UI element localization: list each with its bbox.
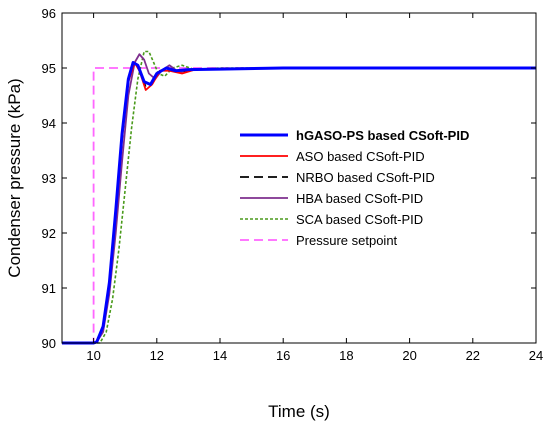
legend-label: ASO based CSoft-PID (296, 149, 425, 164)
x-tick-label: 14 (213, 348, 227, 363)
x-axis-title: Time (s) (268, 402, 330, 421)
x-tick-label: 18 (339, 348, 353, 363)
x-tick-label: 10 (86, 348, 100, 363)
x-tick-label: 22 (466, 348, 480, 363)
y-tick-label: 92 (42, 226, 56, 241)
y-tick-label: 91 (42, 281, 56, 296)
y-tick-label: 95 (42, 61, 56, 76)
legend-label: HBA based CSoft-PID (296, 191, 423, 206)
x-tick-label: 12 (150, 348, 164, 363)
legend-label: SCA based CSoft-PID (296, 212, 423, 227)
y-tick-label: 90 (42, 336, 56, 351)
axis-layer: 10 12 14 16 18 20 22 24 90 91 92 93 94 95 96 (42, 6, 544, 363)
y-tick-label: 94 (42, 116, 56, 131)
legend-label: NRBO based CSoft-PID (296, 170, 435, 185)
legend-label: hGASO-PS based CSoft-PID (296, 128, 469, 143)
y-tick-label: 93 (42, 171, 56, 186)
legend-label: Pressure setpoint (296, 233, 398, 248)
legend: hGASO-PS based CSoft-PID ASO based CSoft-… (240, 128, 469, 248)
x-tick-label: 16 (276, 348, 290, 363)
y-axis-title: Condenser pressure (kPa) (5, 78, 24, 277)
x-tick-label: 20 (402, 348, 416, 363)
series-layer (62, 50, 536, 345)
x-tick-label: 24 (529, 348, 543, 363)
y-tick-label: 96 (42, 6, 56, 21)
series-line-hgaso-ps-based-csoft-pid (62, 61, 536, 345)
